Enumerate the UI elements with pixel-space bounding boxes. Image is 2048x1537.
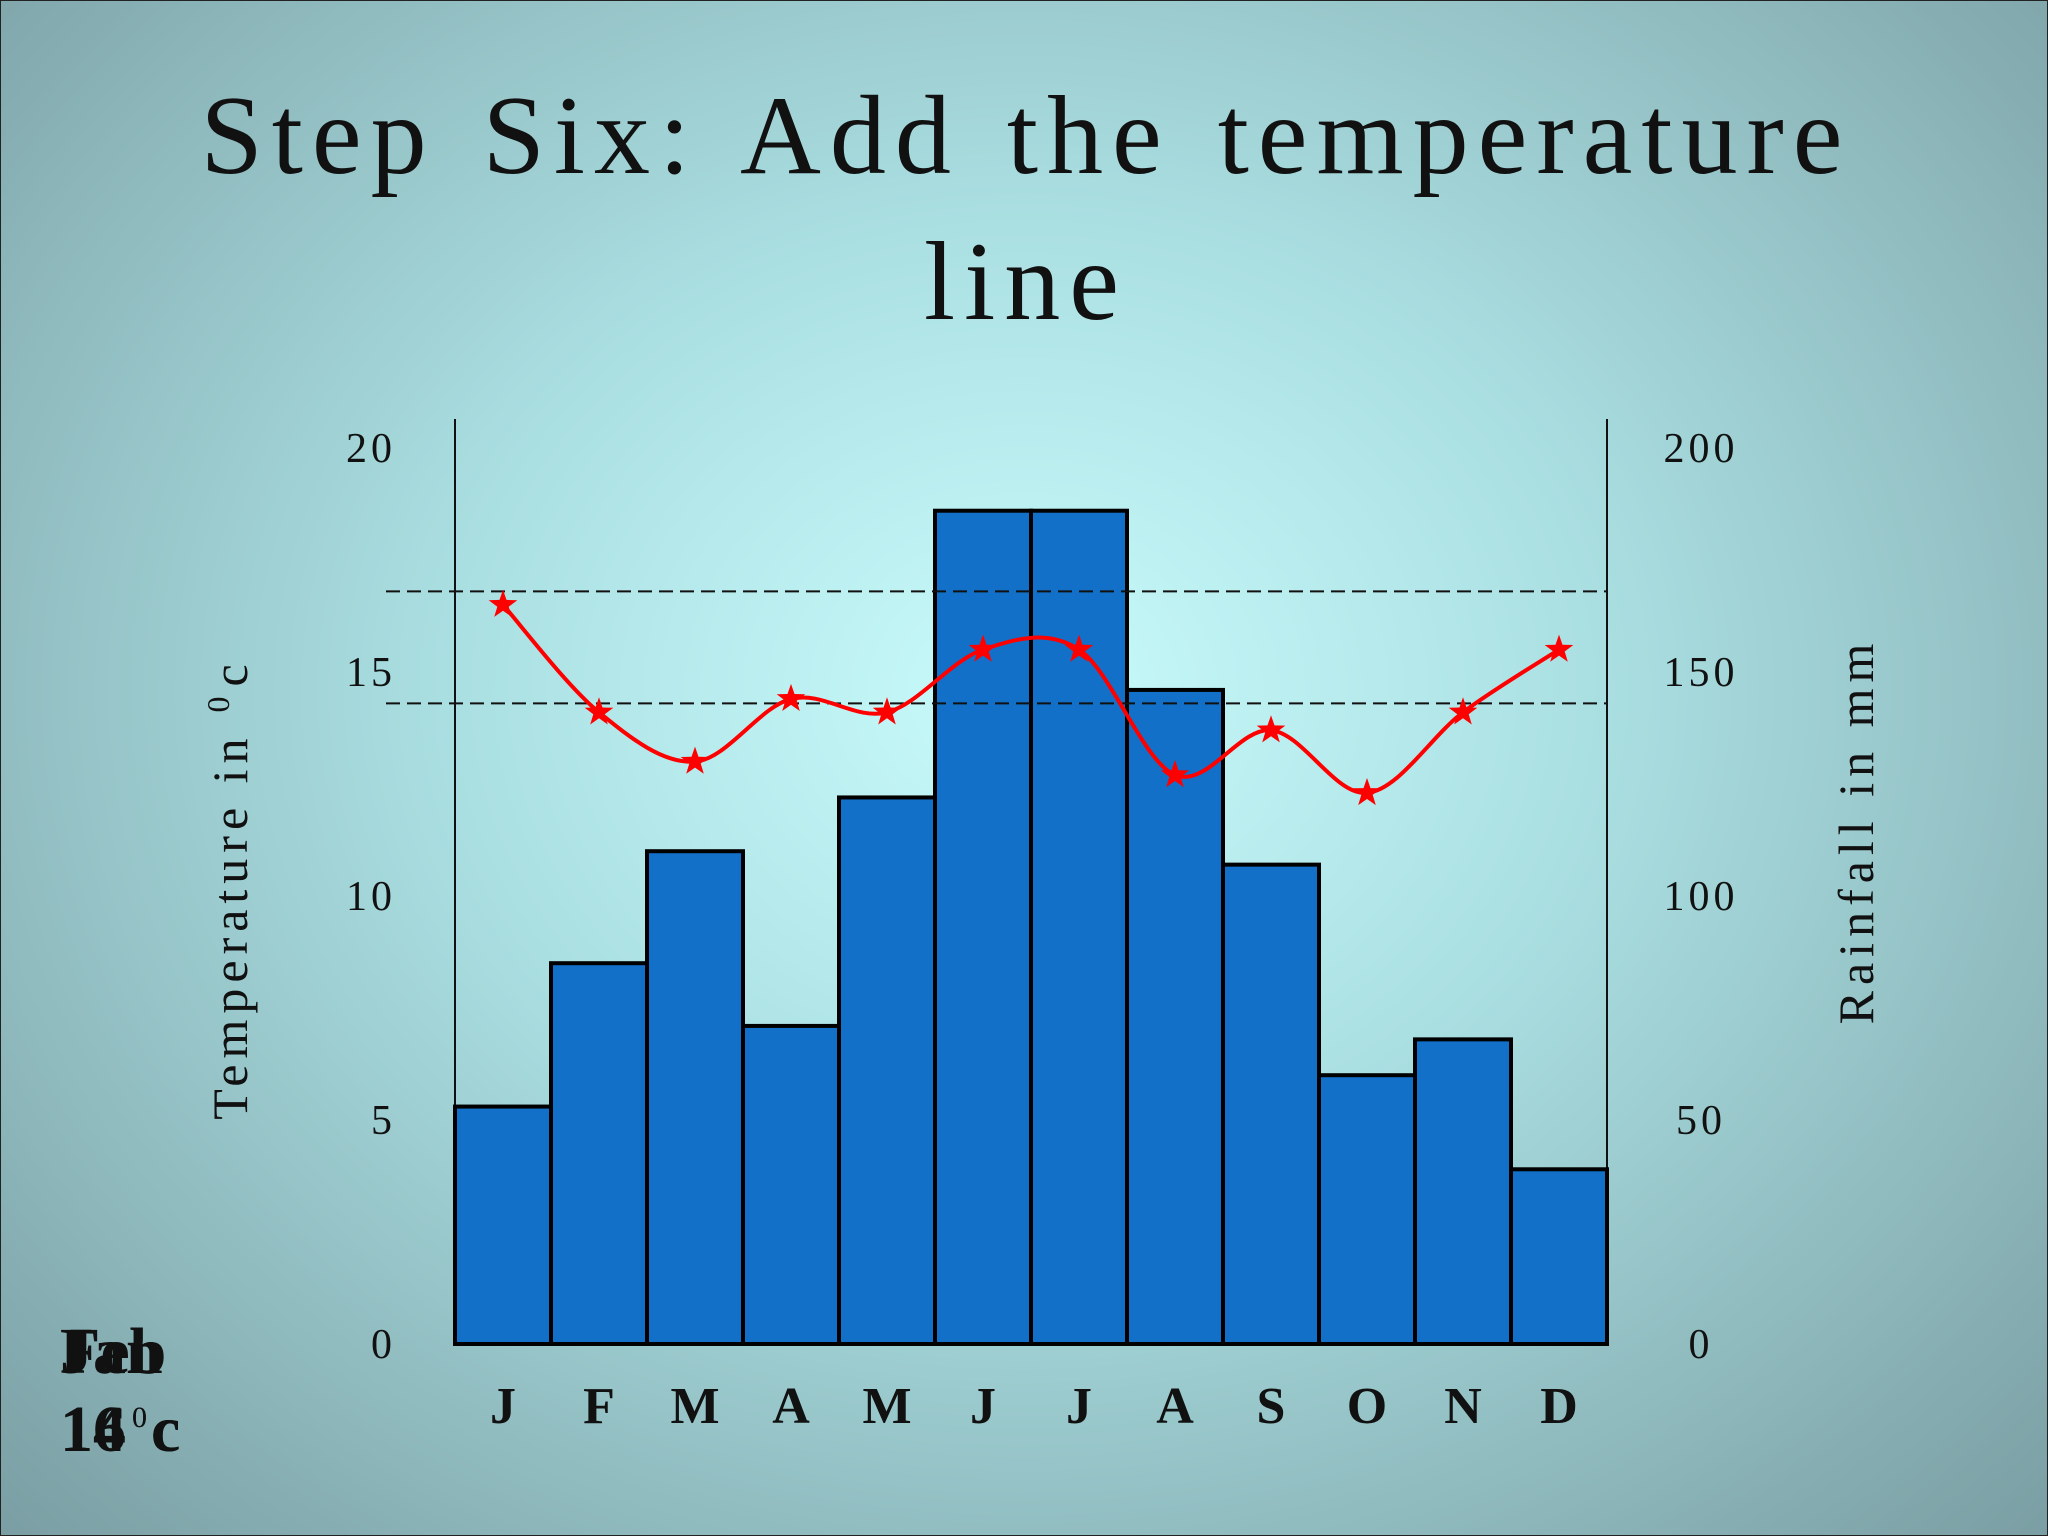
bar bbox=[1509, 1167, 1609, 1347]
annotation-degree: 0 bbox=[132, 1401, 147, 1434]
y2-axis-title: Rainfall in mm bbox=[1828, 638, 1884, 1025]
temperature-point bbox=[584, 697, 614, 725]
y-tick-label: 5 bbox=[371, 1098, 396, 1144]
y2-tick-label: 200 bbox=[1664, 426, 1739, 472]
annotation-unit: c bbox=[151, 1393, 180, 1466]
temperature-point bbox=[968, 634, 998, 662]
y-axis-title-text: Temperature in bbox=[202, 732, 258, 1119]
temperature-point bbox=[1256, 715, 1286, 743]
annotation-degree: 0 bbox=[132, 1401, 147, 1434]
temperature-point bbox=[488, 589, 518, 617]
annotation-month: Jan bbox=[60, 1315, 163, 1388]
x-tick-label: J bbox=[970, 1378, 996, 1435]
y-axis-title-degree: 0 bbox=[200, 690, 236, 712]
y-tick-label: 10 bbox=[346, 874, 396, 920]
annotation-temp: 14 0c bbox=[60, 1393, 180, 1466]
x-tick-label: F bbox=[583, 1378, 615, 1435]
x-tick-label: J bbox=[490, 1378, 516, 1435]
annotation-value: 16 bbox=[60, 1393, 126, 1466]
annotation-month: Feb bbox=[60, 1315, 166, 1388]
bar bbox=[1317, 1073, 1417, 1346]
bar bbox=[453, 1104, 553, 1347]
bar bbox=[549, 961, 649, 1346]
bar bbox=[1125, 687, 1225, 1346]
y2-tick-label: 50 bbox=[1676, 1098, 1726, 1144]
temperature-point bbox=[1544, 634, 1574, 662]
y-axis-title: Temperature in 0 c bbox=[200, 658, 258, 1120]
temperature-point bbox=[1160, 760, 1190, 788]
annotation-unit: c bbox=[151, 1393, 180, 1466]
x-tick-label: M bbox=[862, 1378, 911, 1435]
temperature-point bbox=[1064, 634, 1094, 662]
y-tick-label: 0 bbox=[371, 1322, 396, 1368]
temperature-point bbox=[680, 746, 710, 774]
x-tick-label: M bbox=[670, 1378, 719, 1435]
x-tick-label: A bbox=[772, 1378, 810, 1435]
x-tick-label: N bbox=[1444, 1378, 1482, 1435]
x-tick-label: O bbox=[1347, 1378, 1387, 1435]
y-tick-label: 20 bbox=[346, 426, 396, 472]
temperature-point bbox=[872, 697, 902, 725]
bar bbox=[645, 849, 745, 1346]
x-tick-label: A bbox=[1156, 1378, 1194, 1435]
title: Step Six: Add the temperature line bbox=[200, 74, 1852, 344]
temperature-point bbox=[776, 683, 806, 711]
annotation-value: 14 bbox=[60, 1393, 126, 1466]
y2-tick-label: 100 bbox=[1664, 874, 1739, 920]
bar bbox=[1221, 862, 1321, 1346]
bar bbox=[1413, 1037, 1513, 1346]
y2-tick-label: 0 bbox=[1689, 1322, 1714, 1368]
x-tick-label: D bbox=[1540, 1378, 1578, 1435]
annotation-temp: 16 0c bbox=[60, 1393, 180, 1466]
bar bbox=[741, 1023, 841, 1347]
y2-tick-label: 150 bbox=[1664, 650, 1739, 696]
bar bbox=[837, 795, 937, 1346]
y-tick-label: 15 bbox=[346, 650, 396, 696]
y-axis-title-unit: c bbox=[202, 658, 258, 686]
temperature-point bbox=[1352, 778, 1382, 806]
x-tick-label: S bbox=[1257, 1378, 1286, 1435]
x-tick-label: J bbox=[1066, 1378, 1092, 1435]
temperature-point bbox=[1448, 697, 1478, 725]
